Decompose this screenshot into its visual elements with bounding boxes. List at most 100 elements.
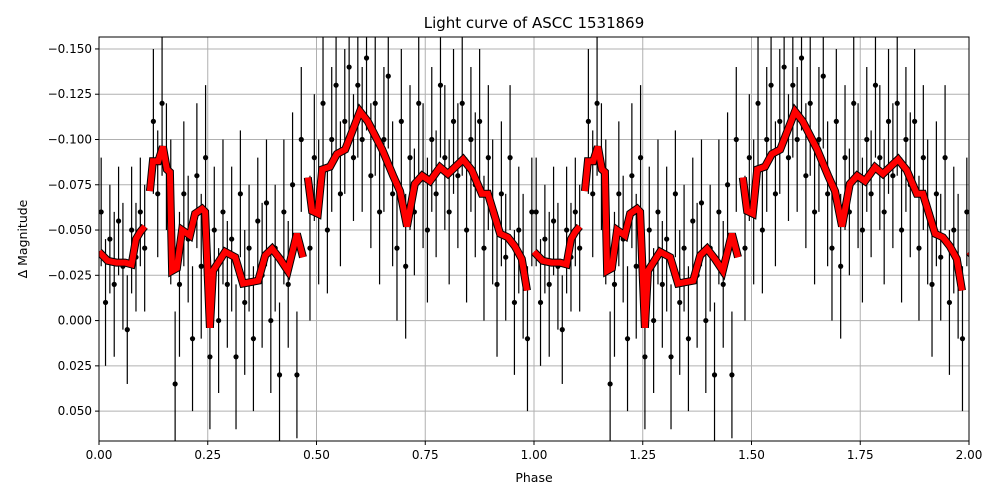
binned-curve — [304, 105, 530, 291]
data-point — [355, 82, 361, 88]
plot-area — [99, 37, 969, 441]
data-point — [768, 82, 774, 88]
data-point — [494, 281, 500, 287]
data-layer — [99, 37, 969, 441]
data-point — [820, 73, 826, 79]
data-point — [590, 191, 596, 197]
data-point — [929, 281, 935, 287]
data-point — [542, 236, 548, 242]
data-point — [329, 136, 335, 143]
data-point — [390, 191, 396, 197]
data-point — [690, 218, 696, 224]
data-point — [359, 136, 365, 143]
data-point — [550, 218, 557, 224]
data-point — [111, 281, 117, 287]
data-point — [781, 64, 787, 70]
data-point — [716, 209, 722, 215]
data-point — [637, 155, 644, 161]
data-point — [894, 100, 900, 106]
data-point — [890, 173, 896, 179]
data-point — [646, 227, 652, 233]
data-point — [611, 281, 618, 287]
data-point — [524, 336, 531, 342]
x-axis-label: Phase — [515, 470, 553, 485]
x-tick-label: 0.25 — [194, 448, 221, 462]
data-point — [533, 209, 539, 215]
data-point — [624, 336, 631, 342]
data-point — [129, 227, 135, 233]
data-point — [424, 227, 431, 233]
x-tick-label: 1.75 — [847, 448, 874, 462]
data-point — [537, 299, 544, 306]
data-point — [394, 245, 400, 251]
y-tick-label: 0.000 — [58, 314, 92, 328]
data-point — [785, 155, 792, 161]
data-point — [207, 354, 213, 360]
data-point — [333, 82, 339, 88]
data-point — [755, 100, 761, 106]
data-point — [772, 191, 779, 197]
data-point — [920, 155, 926, 161]
data-point — [651, 317, 657, 324]
data-point — [450, 118, 457, 124]
x-tick-label: 1.00 — [521, 448, 548, 462]
data-point — [477, 118, 483, 124]
data-point — [633, 263, 639, 269]
data-point — [838, 263, 844, 269]
data-point — [298, 136, 304, 143]
data-point — [468, 136, 474, 143]
data-point — [211, 227, 217, 233]
data-point — [150, 118, 156, 124]
y-tick-label: −0.150 — [48, 42, 92, 56]
data-point — [372, 100, 378, 106]
y-tick-label: −0.100 — [48, 132, 92, 146]
data-point — [403, 263, 409, 269]
data-point — [724, 182, 731, 188]
data-point — [881, 209, 887, 215]
data-point — [798, 55, 805, 61]
data-point — [698, 200, 705, 206]
data-point — [433, 191, 439, 197]
data-point — [803, 173, 809, 179]
data-point — [320, 100, 326, 106]
data-point — [176, 281, 183, 287]
data-point — [216, 317, 222, 324]
data-point — [729, 372, 735, 378]
data-point — [677, 299, 683, 306]
data-point — [276, 372, 283, 378]
data-point — [842, 155, 848, 161]
binned-curve — [739, 105, 965, 291]
data-point — [572, 209, 578, 215]
x-tick-label: 0.50 — [303, 448, 330, 462]
x-tick-label: 2.00 — [956, 448, 983, 462]
data-point — [898, 227, 905, 233]
y-tick-label: −0.050 — [48, 223, 92, 237]
grid — [98, 37, 970, 441]
data-point — [903, 136, 909, 143]
data-point — [746, 155, 752, 161]
data-point — [407, 155, 413, 161]
data-point — [294, 372, 300, 378]
data-point — [446, 209, 452, 215]
data-point — [376, 209, 383, 215]
data-point — [342, 118, 348, 124]
data-point — [964, 209, 969, 215]
data-point — [155, 191, 161, 197]
data-point — [529, 209, 535, 215]
data-point — [142, 245, 148, 251]
data-point — [672, 191, 678, 197]
data-point — [363, 55, 370, 61]
data-point — [659, 281, 665, 287]
x-tick-label: 0.75 — [412, 448, 439, 462]
data-point — [229, 236, 235, 242]
data-point — [481, 245, 487, 251]
data-point — [938, 254, 944, 260]
x-tick-label: 1.25 — [629, 448, 656, 462]
data-point — [859, 227, 866, 233]
x-tick-label: 1.50 — [738, 448, 765, 462]
data-point — [811, 209, 818, 215]
y-tick-label: −0.025 — [48, 268, 92, 282]
data-point — [263, 200, 270, 206]
